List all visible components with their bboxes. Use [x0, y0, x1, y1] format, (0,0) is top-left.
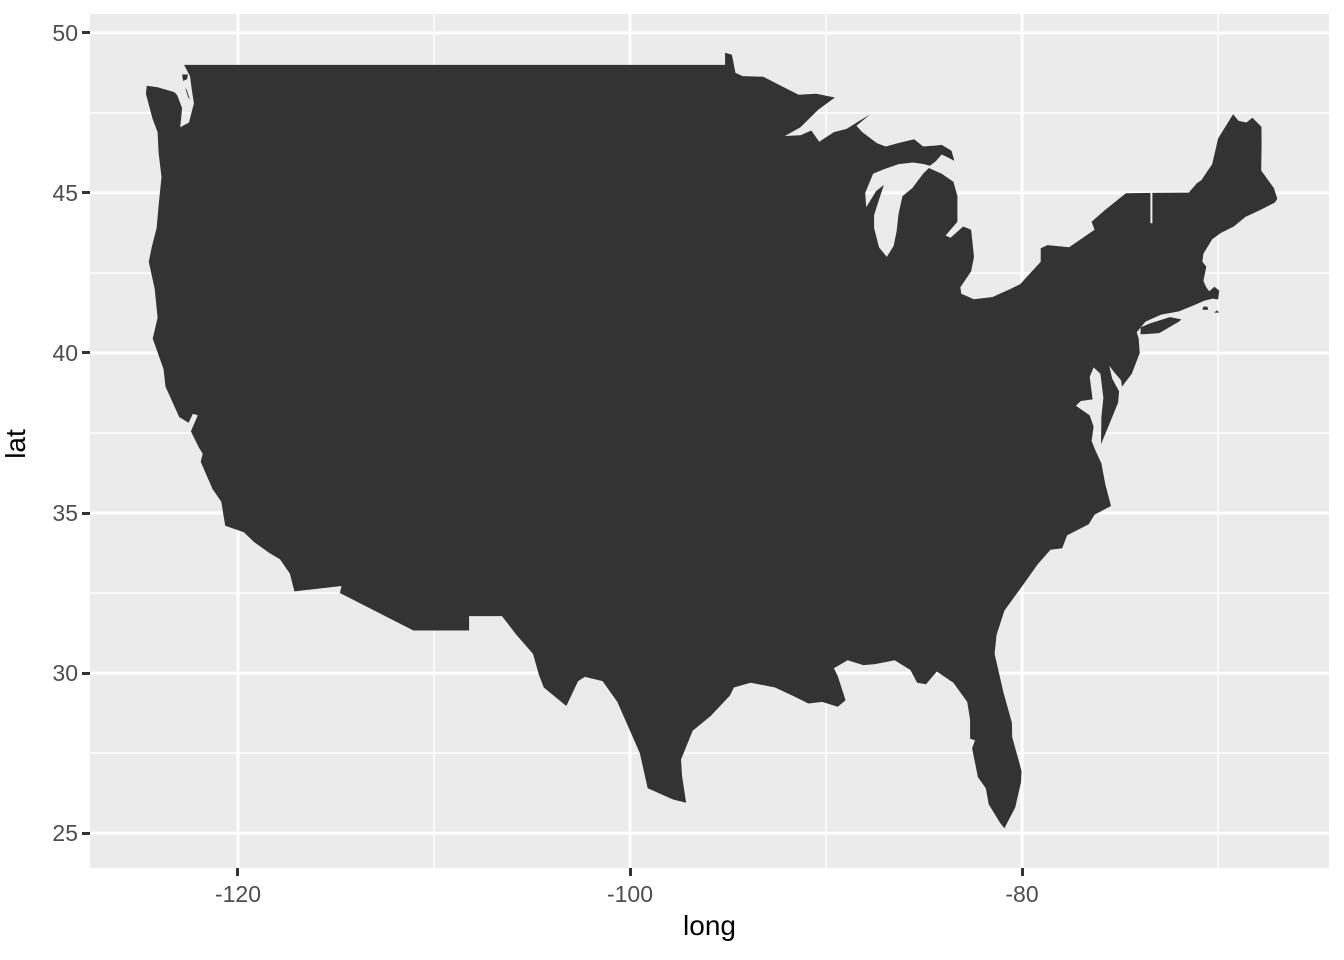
y-axis-title: lat [0, 429, 31, 459]
x-tick-label: -100 [606, 881, 654, 907]
y-tick-mark [82, 672, 90, 675]
x-tick-label: -80 [1005, 881, 1039, 907]
x-tick-mark [1021, 868, 1024, 876]
y-tick-mark [82, 512, 90, 515]
x-tick-mark [629, 868, 632, 876]
whidbey-island-silhouette [185, 87, 190, 101]
marthas-vineyard-silhouette [1202, 306, 1209, 310]
y-tick-mark [82, 31, 90, 34]
plot-panel [90, 14, 1329, 868]
x-tick-mark [236, 868, 239, 876]
nantucket-silhouette [1214, 310, 1219, 313]
y-tick-mark [82, 832, 90, 835]
y-tick-label: 50 [52, 20, 78, 46]
y-tick-mark [82, 191, 90, 194]
san-juan-island-silhouette [182, 74, 188, 81]
x-tick-label: -120 [214, 881, 262, 907]
us-mainland-silhouette [145, 52, 1278, 829]
y-tick-label: 35 [52, 500, 78, 526]
y-tick-label: 25 [52, 820, 78, 846]
x-axis-title: long [683, 910, 736, 941]
y-tick-label: 30 [52, 660, 78, 686]
y-tick-label: 40 [52, 340, 78, 366]
y-tick-mark [82, 351, 90, 354]
y-tick-label: 45 [52, 180, 78, 206]
us-map-canvas [90, 14, 1329, 868]
long-island-silhouette [1140, 317, 1182, 335]
